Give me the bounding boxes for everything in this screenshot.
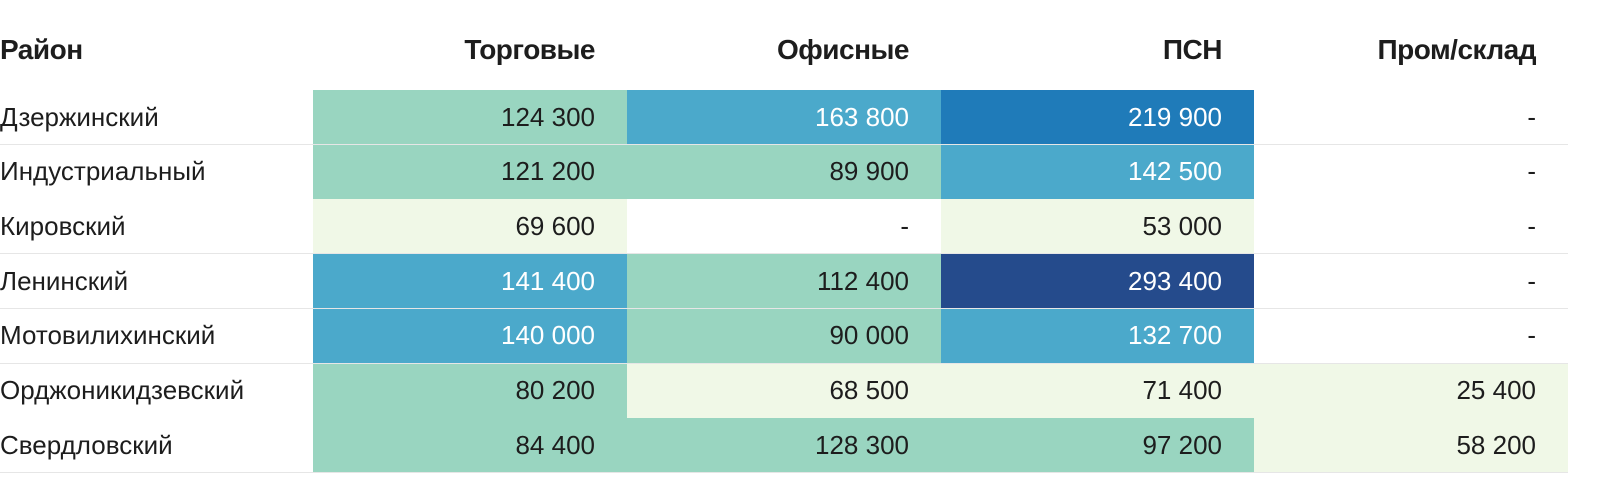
column-header: ПСН xyxy=(941,8,1254,94)
table-cell: 121 200 xyxy=(313,144,627,200)
table-cell: 25 400 xyxy=(1254,363,1568,419)
table-cell: 128 300 xyxy=(627,418,941,474)
table-cell: 97 200 xyxy=(941,418,1254,474)
row-label: Индустриальный xyxy=(0,144,313,200)
row-label: Свердловский xyxy=(0,418,313,474)
table-cell: - xyxy=(627,199,941,255)
table-cell: 293 400 xyxy=(941,254,1254,310)
column-header: Район xyxy=(0,8,313,94)
table-cell: 132 700 xyxy=(941,308,1254,364)
column-header: Пром/склад xyxy=(1254,8,1568,94)
column-header: Офисные xyxy=(627,8,941,94)
table-cell: 140 000 xyxy=(313,308,627,364)
table-cell: - xyxy=(1254,254,1568,310)
table-cell: 69 600 xyxy=(313,199,627,255)
row-label: Дзержинский xyxy=(0,90,313,145)
row-label: Орджоникидзевский xyxy=(0,363,313,419)
table-cell: 53 000 xyxy=(941,199,1254,255)
table-cell: 163 800 xyxy=(627,90,941,145)
table-cell: 89 900 xyxy=(627,144,941,200)
table-cell: 142 500 xyxy=(941,144,1254,200)
table-cell: 71 400 xyxy=(941,363,1254,419)
row-label: Кировский xyxy=(0,199,313,255)
row-label: Мотовилихинский xyxy=(0,308,313,364)
table-cell: 219 900 xyxy=(941,90,1254,145)
table-cell: 68 500 xyxy=(627,363,941,419)
row-label: Ленинский xyxy=(0,254,313,310)
table-cell: 80 200 xyxy=(313,363,627,419)
table-cell: - xyxy=(1254,308,1568,364)
table-cell: 90 000 xyxy=(627,308,941,364)
table-cell: 124 300 xyxy=(313,90,627,145)
column-header: Торговые xyxy=(313,8,627,94)
table-cell: 112 400 xyxy=(627,254,941,310)
table-cell: 58 200 xyxy=(1254,418,1568,474)
table-cell: - xyxy=(1254,90,1568,145)
table-cell: 84 400 xyxy=(313,418,627,474)
table-cell: - xyxy=(1254,199,1568,255)
table-cell: - xyxy=(1254,144,1568,200)
table-cell: 141 400 xyxy=(313,254,627,310)
